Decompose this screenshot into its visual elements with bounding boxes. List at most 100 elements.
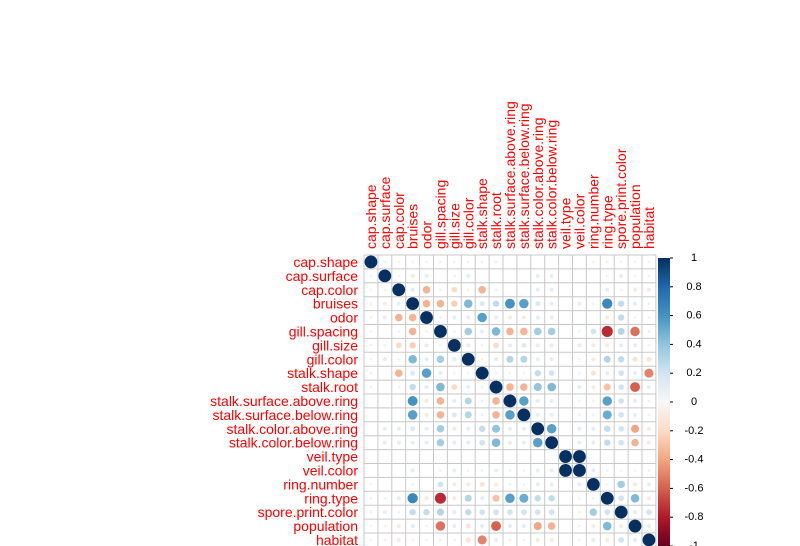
corr-circle-stalk.color.below.ring-stalk.surface.below.ring [521,440,526,445]
corr-circle-habitat-population [633,537,638,542]
corr-circle-bruises-ring.type [602,298,613,309]
corr-circle-stalk.color.below.ring-stalk.color.above.ring [533,437,543,448]
corr-circle-habitat-odor [425,538,428,542]
corr-circle-ring.number-veil.color [577,482,582,487]
corr-circle-gill.color-population [632,356,638,362]
corr-circle-gill.size-gill.spacing [439,343,442,347]
corr-circle-population-odor [425,524,428,528]
corr-circle-population-stalk.root [491,521,501,531]
column-label-bruises: bruises [405,204,421,249]
corr-circle-odor-stalk.surface.below.ring [521,315,526,320]
corr-circle-stalk.surface.above.ring-veil.color [578,399,581,403]
corr-circle-gill.spacing-odor [425,330,428,333]
corr-circle-cap.shape-spore.print.color [619,260,623,264]
corr-circle-gill.size-population [633,343,638,348]
column-label-stalk.surface.above.ring: stalk.surface.above.ring [502,101,518,249]
corr-circle-stalk.surface.above.ring-stalk.shape [480,399,484,403]
corr-circle-cap.color-stalk.color.below.ring [549,287,554,292]
corr-circle-stalk.surface.below.ring-stalk.surface.above.ring [505,410,515,420]
corr-circle-stalk.shape-ring.type [605,371,610,376]
colorbar-tick-label: 0.6 [686,310,701,322]
corr-circle-gill.color-stalk.shape [480,357,484,361]
corr-circle-bruises-stalk.surface.below.ring [519,298,529,309]
colorbar-tick-label: -0.2 [685,425,704,437]
corr-circle-stalk.root-cap.color [397,385,401,389]
corr-circle-population-stalk.surface.above.ring [507,524,512,529]
corr-circle-habitat-spore.print.color [618,537,625,543]
corr-circle-population-gill.size [452,524,457,529]
corr-circle-stalk.shape-population [633,371,638,376]
row-label-gill.spacing: gill.spacing [289,323,358,339]
column-label-stalk.root: stalk.root [488,192,504,249]
corr-circle-ring.type-bruises [407,493,418,504]
corr-circle-bruises-stalk.root [492,300,500,307]
row-label-gill.size: gill.size [312,337,358,353]
corr-circle-gill.size-stalk.color.above.ring [535,343,540,348]
corr-circle-cap.color-cap.shape [369,288,373,292]
corr-circle-stalk.surface.above.ring-stalk.color.below.ring [549,398,554,403]
column-label-ring.type: ring.type [599,195,615,249]
corr-circle-cap.shape-ring.number [591,260,595,264]
corr-circle-stalk.color.above.ring-bruises [410,426,416,432]
corr-circle-gill.spacing-cap.color [397,330,401,333]
corr-circle-cap.surface-spore.print.color [619,273,624,278]
corr-circle-cap.color-population [633,287,638,292]
corr-circle-odor-habitat [647,316,651,319]
corr-circle-stalk.root-ring.type [603,383,611,391]
corr-circle-population-cap.surface [383,524,387,528]
corr-circle-gill.spacing-gill.size [452,330,456,333]
corr-circle-odor-cap.surface [382,315,387,320]
corr-circle-ring.type-odor [424,496,429,501]
corr-circle-stalk.color.above.ring-ring.number [591,426,596,431]
corr-circle-stalk.surface.below.ring-stalk.color.below.ring [549,412,554,417]
corr-circle-spore.print.color-veil.color [578,510,581,514]
column-label-veil.color: veil.color [571,193,587,249]
corr-circle-veil.type-veil.type [559,450,572,463]
corr-circle-stalk.surface.above.ring-bruises [407,396,418,406]
corr-circle-cap.color-bruises [410,287,415,292]
corr-circle-habitat-ring.type [605,537,610,542]
corr-circle-stalk.surface.below.ring-veil.color [578,413,581,417]
corr-circle-gill.spacing-gill.spacing [434,325,447,338]
colorbar-ticks: 1 0.8 0.6 0.4 0.2 0 -0.2 -0.4 -0.6 -0.8 -1 [670,252,703,546]
corr-circle-cap.color-stalk.color.above.ring [535,287,540,292]
corr-circle-stalk.surface.below.ring-bruises [407,410,418,420]
row-label-stalk.root: stalk.root [301,379,358,395]
corr-circle-stalk.color.above.ring-stalk.surface.above.ring [507,426,512,431]
column-labels: cap.shapecap.surfacecap.colorbruisesodor… [363,101,657,249]
corr-circle-gill.spacing-stalk.color.above.ring [533,327,542,336]
corr-circle-ring.number-ring.number [586,477,600,491]
corr-circle-ring.type-cap.color [396,496,401,501]
corr-circle-veil.color-gill.spacing [439,469,442,472]
row-labels: cap.shapecap.surfacecap.colorbruisesodor… [210,254,358,546]
corr-circle-ring.number-gill.size [452,482,457,487]
corr-circle-gill.color-ring.number [591,357,596,362]
row-label-cap.shape: cap.shape [293,254,358,270]
corr-circle-cap.shape-gill.color [466,260,470,264]
corr-circle-bruises-stalk.shape [479,301,485,307]
corr-circle-veil.color-veil.color [573,464,586,477]
corr-circle-cap.color-stalk.shape [478,285,486,294]
corr-circle-stalk.surface.below.ring-stalk.shape [480,413,484,417]
corr-circle-ring.number-ring.type [605,482,609,486]
corr-circle-stalk.root-stalk.surface.above.ring [506,383,514,391]
corr-circle-stalk.color.below.ring-cap.surface [382,440,387,445]
corr-circle-stalk.surface.below.ring-ring.number [591,413,595,417]
corr-circle-gill.spacing-stalk.shape [480,329,485,334]
corr-circle-stalk.color.below.ring-odor [424,440,429,445]
corr-circle-stalk.color.above.ring-stalk.color.below.ring [546,424,557,434]
corr-circle-stalk.color.above.ring-ring.type [604,425,611,432]
corr-circle-stalk.color.above.ring-habitat [646,426,651,431]
corr-circle-stalk.color.above.ring-stalk.root [492,424,501,433]
row-label-stalk.shape: stalk.shape [287,365,358,381]
corr-circle-stalk.root-odor [424,385,429,390]
corr-circle-spore.print.color-stalk.shape [479,509,486,516]
corr-circle-ring.type-veil.color [578,496,581,500]
corr-circle-stalk.surface.above.ring-habitat [647,399,651,403]
corr-circle-stalk.color.above.ring-cap.surface [382,426,387,431]
corr-circle-spore.print.color-gill.color [465,508,472,516]
row-label-stalk.color.above.ring: stalk.color.above.ring [226,421,358,437]
corr-circle-bruises-gill.color [463,299,473,308]
column-label-gill.size: gill.size [446,203,462,249]
